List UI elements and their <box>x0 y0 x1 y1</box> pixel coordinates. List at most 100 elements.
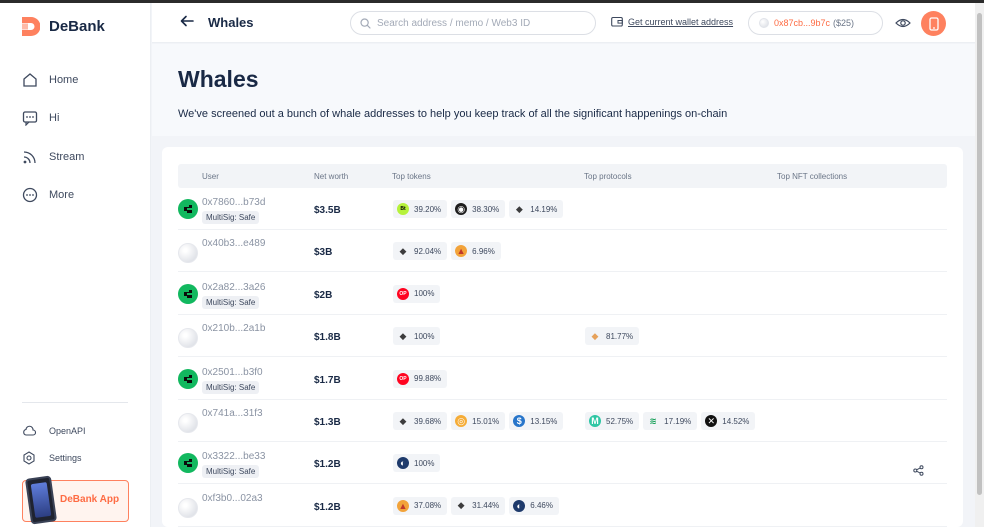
scrollbar-thumb[interactable] <box>977 13 982 495</box>
user-avatar[interactable] <box>178 328 198 349</box>
safe-multisig-avatar-icon[interactable] <box>178 453 198 474</box>
sidebar-item-label: OpenAPI <box>49 426 86 436</box>
sidebar-item-settings[interactable]: Settings <box>22 451 82 465</box>
navy-token-icon: ◐ <box>513 499 526 512</box>
user-address-link[interactable]: 0x741a...31f3 <box>202 408 263 419</box>
percent-value: 15.01% <box>472 416 500 426</box>
top-tokens-cell: Bt 39.20% ◉ 38.30% ◆ 14.19% <box>393 200 564 218</box>
user-address-link[interactable]: 0xf3b0...02a3 <box>202 492 263 504</box>
debank-app-banner[interactable]: DeBank App <box>22 475 129 525</box>
token-chip[interactable]: OP 99.88% <box>393 369 448 388</box>
top-tokens-cell: OP 99.88% <box>393 369 448 388</box>
eye-icon[interactable] <box>895 16 911 30</box>
sidebar-item-openapi[interactable]: OpenAPI <box>22 424 86 438</box>
sidebar-item-label: More <box>49 189 75 201</box>
token-chip[interactable]: ▲ 6.96% <box>451 242 501 261</box>
mobile-app-button[interactable] <box>921 11 946 36</box>
token-chip[interactable]: ◆ 31.44% <box>451 496 506 515</box>
sidebar-item-stream[interactable]: Stream <box>22 149 84 165</box>
column-header-top-nft: Top NFT collections <box>777 172 848 181</box>
token-chip[interactable]: ▲ 37.08% <box>393 496 448 515</box>
shib-icon: ▲ <box>397 499 409 512</box>
token-chip[interactable]: ◆ 100% <box>393 327 441 346</box>
user-address-link[interactable]: 0x3322...be33 <box>202 451 266 463</box>
token-chip[interactable]: ◆ 39.68% <box>393 412 448 430</box>
sidebar-item-home[interactable]: Home <box>22 72 78 88</box>
page-hero: Whales We've screened out a bunch of wha… <box>152 44 975 136</box>
token-chip[interactable]: ◐ 6.46% <box>509 496 559 515</box>
share-button[interactable] <box>906 458 930 482</box>
sidebar-item-label: Home <box>49 74 79 86</box>
token-chip[interactable]: OP 100% <box>393 284 441 303</box>
safe-multisig-avatar-icon[interactable] <box>178 199 198 219</box>
token-chip[interactable]: ◆ 14.19% <box>509 200 564 218</box>
safe-multisig-avatar-icon[interactable] <box>178 283 198 304</box>
protocol-chip[interactable]: ✕ 14.52% <box>701 412 756 430</box>
top-tokens-cell: ◐ 100% <box>393 454 441 473</box>
sidebar-item-more[interactable]: More <box>22 187 74 203</box>
user-address-link[interactable]: 0x7860...b73d <box>202 197 266 208</box>
token-chip[interactable]: ◆ 92.04% <box>393 242 448 261</box>
mobile-phone-icon <box>928 16 939 31</box>
bitget-token-icon: Bt <box>397 203 409 215</box>
search-box[interactable] <box>350 11 596 35</box>
wallet-address: 0x87cb...9b7c <box>774 18 831 28</box>
percent-value: 100% <box>414 331 435 341</box>
get-wallet-address-link[interactable]: Get current wallet address <box>611 16 733 27</box>
connected-wallet-button[interactable]: 0x87cb...9b7c ($25) <box>748 11 883 35</box>
page-description: We've screened out a bunch of whale addr… <box>178 108 728 120</box>
eth-icon: ◆ <box>515 203 523 214</box>
sidebar: DeBank Home Hi Stream More OpenAPI <box>0 3 151 527</box>
percent-value: 14.52% <box>722 416 750 426</box>
table-row[interactable]: 0x2a82...3a26 MultiSig: Safe $2B OP 100% <box>178 273 947 315</box>
percent-value: 100% <box>414 458 435 468</box>
user-address-link[interactable]: 0x2a82...3a26 <box>202 281 266 293</box>
navy-token-icon: ◐ <box>397 457 409 470</box>
token-chip[interactable]: Bt 39.20% <box>393 200 448 218</box>
token-chip[interactable]: ◉ 38.30% <box>451 200 506 218</box>
eth-icon: ◆ <box>399 245 407 256</box>
table-row[interactable]: 0x210b...2a1b $1.8B ◆ 100% ◆ 81.77% <box>178 315 947 358</box>
op-icon: OP <box>397 287 409 300</box>
user-address-link[interactable]: 0x2501...b3f0 <box>202 366 263 378</box>
sidebar-item-hi[interactable]: Hi <box>22 110 59 126</box>
table-row[interactable]: 0xf3b0...02a3 $1.2B ▲ 37.08% ◆ 31.44% ◐ 6.46% <box>178 485 947 527</box>
table-row[interactable]: 0x2501...b3f0 MultiSig: Safe $1.7B OP 99.88% <box>178 358 947 400</box>
net-worth-value: $3B <box>314 247 333 259</box>
logo[interactable]: DeBank <box>22 17 105 36</box>
wallet-value: ($25) <box>833 18 855 28</box>
user-avatar[interactable] <box>178 413 198 433</box>
protocol-chip[interactable]: ◆ 81.77% <box>585 327 640 346</box>
table-row[interactable]: 0x741a...31f3 $1.3B ◆ 39.68% ◎ 15.01% $13.15% M… <box>178 400 947 442</box>
user-address-link[interactable]: 0x40b3...e489 <box>202 238 266 250</box>
op-icon: OP <box>397 372 409 385</box>
gear-icon <box>22 451 36 465</box>
table-row[interactable]: 0x7860...b73d MultiSig: Safe $3.5B Bt 39.20%… <box>178 188 947 230</box>
back-arrow-icon[interactable] <box>180 14 194 28</box>
table-row[interactable]: 0x40b3...e489 $3B ◆ 92.04% ▲ 6.96% <box>178 230 947 273</box>
safe-multisig-avatar-icon[interactable] <box>178 368 198 389</box>
token-chip[interactable]: ◎ 15.01% <box>451 412 506 430</box>
search-input[interactable] <box>377 17 587 29</box>
protocol-chip[interactable]: M 52.75% <box>585 412 640 430</box>
sidebar-divider <box>22 402 128 403</box>
user-avatar[interactable] <box>178 497 198 518</box>
column-header-top-protocols: Top protocols <box>584 172 632 181</box>
column-header-top-tokens: Top tokens <box>392 172 431 181</box>
percent-value: 37.08% <box>414 501 442 511</box>
table-row[interactable]: 0x3322...be33 MultiSig: Safe $1.2B ◐ 100% <box>178 442 947 485</box>
user-avatar[interactable] <box>178 243 198 264</box>
percent-value: 38.30% <box>472 204 500 214</box>
page-scrollbar[interactable] <box>975 3 984 527</box>
protocol-chip[interactable]: ≋ 17.19% <box>643 412 698 430</box>
home-icon <box>22 72 38 88</box>
user-address-link[interactable]: 0x210b...2a1b <box>202 323 266 335</box>
top-protocols-cell: M 52.75% ≋ 17.19% ✕ 14.52% <box>585 412 756 430</box>
top-tokens-cell: ▲ 37.08% ◆ 31.44% ◐ 6.46% <box>393 496 559 515</box>
percent-value: 14.19% <box>530 204 558 214</box>
token-chip[interactable]: $13.15% <box>509 412 564 430</box>
percent-value: 39.68% <box>414 416 442 426</box>
sidebar-item-label: Stream <box>49 151 85 163</box>
token-chip[interactable]: ◐ 100% <box>393 454 441 473</box>
green-protocol-icon: ≋ <box>649 415 657 426</box>
